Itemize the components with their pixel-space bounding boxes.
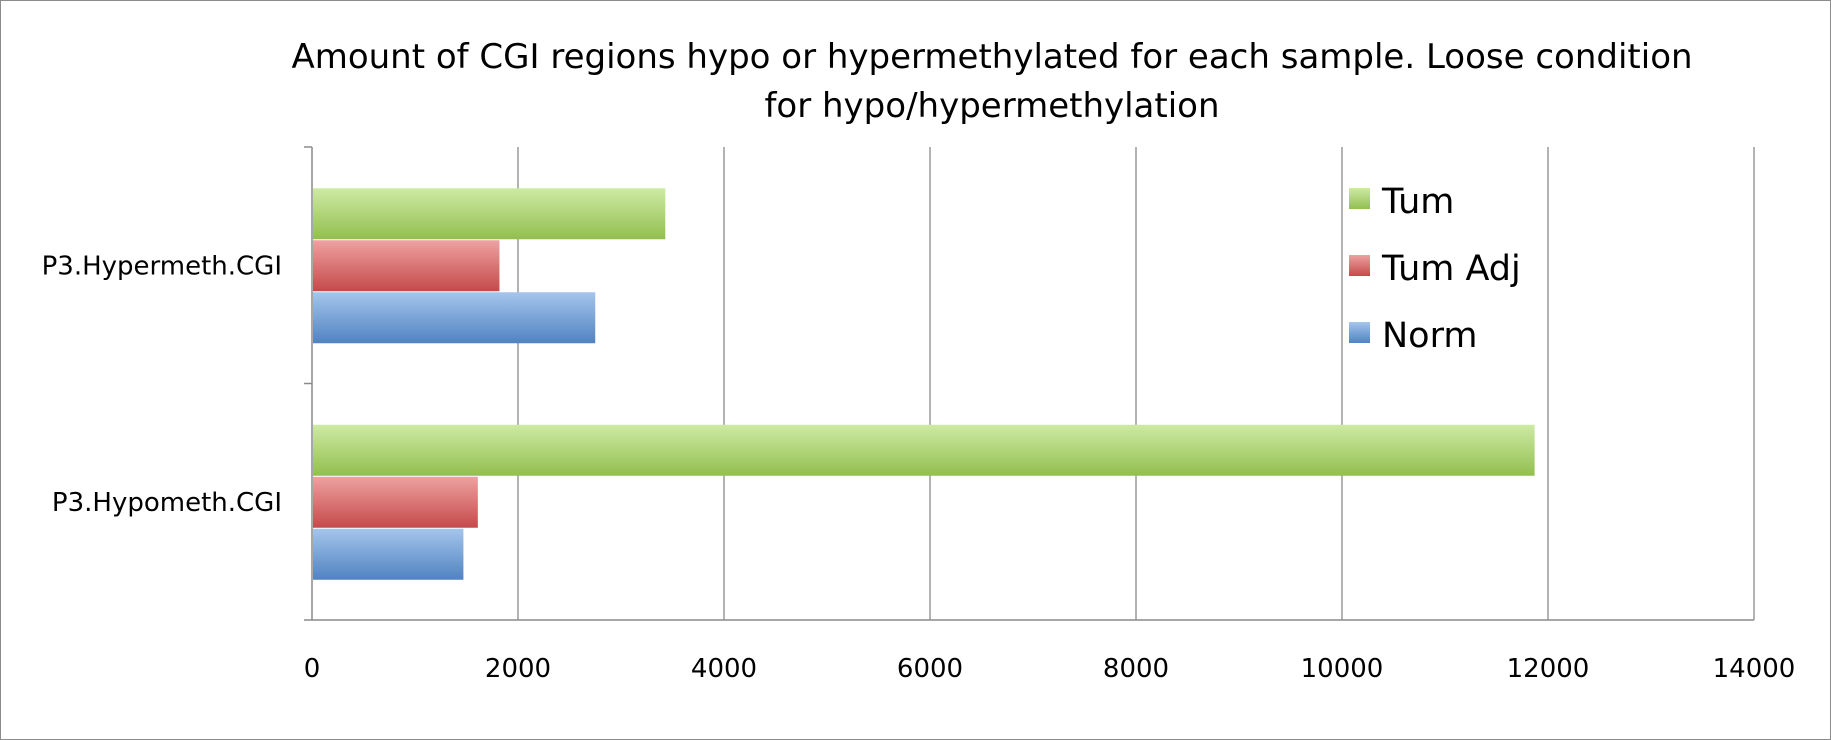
- x-tick-label-0: 0: [304, 654, 321, 684]
- x-tick-labels: 0 2000 4000 6000 8000 10000 12000 14000: [304, 654, 1796, 684]
- bar-p3-hypometh-cgi-tum: [313, 424, 1535, 476]
- bar-p3-hypometh-cgi-tum-adj: [313, 476, 478, 528]
- chart-title-line-2: for hypo/hypermethylation: [764, 86, 1219, 126]
- x-tick-label-8000: 8000: [1103, 654, 1169, 684]
- x-tick-label-10000: 10000: [1301, 654, 1384, 684]
- x-tick-label-14000: 14000: [1713, 654, 1796, 684]
- bar-p3-hypometh-cgi-norm: [313, 528, 464, 580]
- gridlines: [517, 147, 1755, 620]
- legend-swatch-tum-adj: [1349, 255, 1370, 276]
- legend-swatch-tum: [1349, 188, 1370, 209]
- x-tick-label-12000: 12000: [1507, 654, 1590, 684]
- legend-label-tum: Tum: [1381, 182, 1454, 222]
- category-label-hypermeth: P3.Hypermeth.CGI: [42, 251, 282, 281]
- category-labels: P3.Hypermeth.CGI P3.Hypometh.CGI: [42, 251, 282, 518]
- legend: Tum Tum Adj Norm: [1349, 182, 1521, 356]
- axes: [304, 146, 1754, 621]
- bar-p3-hypermeth-cgi-tum-adj: [313, 240, 500, 292]
- x-tick-label-2000: 2000: [485, 654, 551, 684]
- bar-p3-hypermeth-cgi-norm: [313, 292, 596, 344]
- bar-p3-hypermeth-cgi-tum: [313, 188, 666, 240]
- bars: [313, 188, 1535, 580]
- legend-swatch-norm: [1349, 322, 1370, 343]
- legend-label-tum-adj: Tum Adj: [1381, 249, 1521, 289]
- x-tick-label-6000: 6000: [897, 654, 963, 684]
- legend-label-norm: Norm: [1382, 316, 1477, 356]
- category-label-hypometh: P3.Hypometh.CGI: [52, 488, 282, 518]
- x-tick-label-4000: 4000: [691, 654, 757, 684]
- chart-title-line-1: Amount of CGI regions hypo or hypermethy…: [291, 37, 1692, 77]
